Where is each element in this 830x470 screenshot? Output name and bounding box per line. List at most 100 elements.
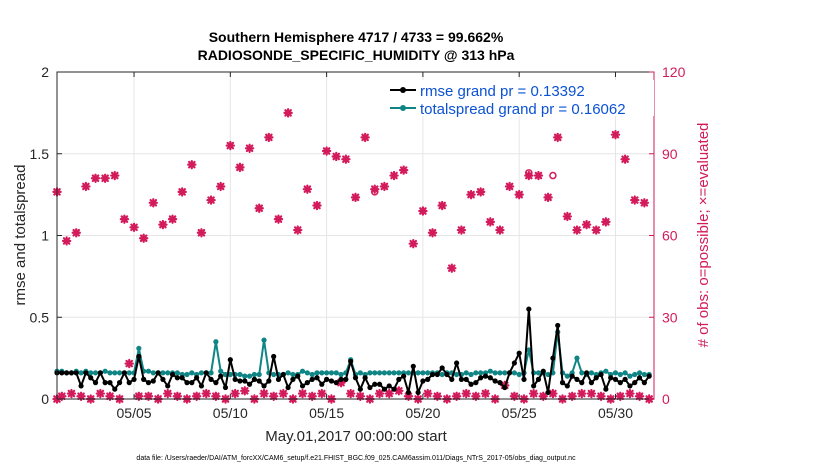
evaluated-obs-low-point xyxy=(345,388,356,399)
evaluated-obs-point-stroke-3 xyxy=(621,155,629,163)
evaluated-obs-point-stroke-3 xyxy=(467,190,475,199)
series-point-rmse xyxy=(468,381,474,387)
evaluated-obs-low-point xyxy=(625,388,635,399)
series-point-totalspread xyxy=(535,370,542,376)
y-axis-right: 0 30 60 90 120 xyxy=(649,64,686,407)
evaluated-obs-low-point-stroke-3 xyxy=(67,389,76,398)
series-point-totalspread xyxy=(439,371,445,378)
series-point-totalspread xyxy=(189,370,195,376)
evaluated-obs-low-point-stroke-3 xyxy=(539,392,548,401)
evaluated-obs-low-point xyxy=(480,388,491,399)
evaluated-obs-point-stroke-3 xyxy=(168,215,177,223)
evaluated-obs-point xyxy=(148,198,158,208)
evaluated-obs-low-point-stroke-3 xyxy=(308,392,316,401)
series-point-rmse xyxy=(218,373,224,379)
evaluated-obs-point xyxy=(466,189,476,200)
series-point-rmse xyxy=(473,380,479,386)
evaluated-obs-point-stroke-3 xyxy=(399,166,408,174)
series-point-totalspread xyxy=(622,370,628,376)
evaluated-obs-low-point xyxy=(423,388,433,399)
series-point-rmse xyxy=(88,375,94,381)
evaluated-obs-point xyxy=(90,173,101,183)
series-point-rmse xyxy=(189,380,195,386)
evaluated-obs-point xyxy=(321,146,332,156)
series-point-rmse xyxy=(405,389,412,396)
evaluated-obs-low-point-stroke-3 xyxy=(626,389,634,398)
series-point-rmse xyxy=(555,322,561,329)
series-point-rmse xyxy=(646,373,652,379)
series-point-rmse xyxy=(208,376,214,382)
series-lines xyxy=(54,306,652,396)
series-point-totalspread xyxy=(386,370,392,376)
evaluated-obs-low-point xyxy=(201,388,211,399)
footer-data-file: data file: /Users/raeder/DAI/ATM_forcXX/… xyxy=(136,455,576,462)
series-point-rmse xyxy=(290,376,296,382)
series-point-totalspread xyxy=(381,370,387,376)
series-point-rmse xyxy=(165,383,171,389)
evaluated-obs-point xyxy=(610,129,621,140)
series-point-rmse xyxy=(155,370,161,376)
series-point-totalspread xyxy=(502,370,508,376)
series-point-totalspread xyxy=(473,370,479,376)
x-axis: 05/05 05/10 05/15 05/20 05/25 05/30 xyxy=(117,72,633,421)
evaluated-obs-point-stroke-3 xyxy=(178,188,186,196)
evaluated-obs-point xyxy=(119,214,130,224)
evaluated-obs-point-stroke-3 xyxy=(303,185,312,193)
series-point-rmse xyxy=(632,380,638,386)
evaluated-obs-point xyxy=(601,217,611,227)
series-point-rmse xyxy=(160,376,166,382)
series-point-rmse xyxy=(184,380,190,386)
evaluated-obs-low-point xyxy=(124,358,134,369)
series-point-totalspread xyxy=(641,371,647,378)
series-point-rmse xyxy=(559,380,566,386)
evaluated-obs-point xyxy=(177,187,187,197)
evaluated-obs-low-point-stroke-3 xyxy=(549,389,557,398)
evaluated-obs-point xyxy=(167,214,178,224)
series-point-rmse xyxy=(396,376,402,382)
series-point-rmse xyxy=(593,375,599,381)
evaluated-obs-point-stroke-3 xyxy=(120,215,129,223)
series-point-rmse xyxy=(535,376,542,382)
evaluated-obs-low-point-stroke-3 xyxy=(472,392,480,401)
evaluated-obs-low-point-stroke-3 xyxy=(192,392,201,401)
evaluated-obs-point-stroke-3 xyxy=(130,223,138,232)
series-point-totalspread xyxy=(160,370,166,376)
series-point-rmse xyxy=(372,381,378,387)
series-point-rmse xyxy=(295,373,301,379)
series-point-rmse xyxy=(309,376,315,382)
series-point-rmse xyxy=(415,389,421,396)
series-point-rmse xyxy=(429,371,436,378)
y-tick-label: 2 xyxy=(41,64,49,80)
series-point-totalspread xyxy=(174,370,180,376)
evaluated-obs-point xyxy=(447,263,457,273)
series-point-rmse xyxy=(497,380,503,386)
evaluated-obs-point-stroke-3 xyxy=(149,199,158,207)
evaluated-obs-point xyxy=(350,192,361,203)
evaluated-obs-point xyxy=(389,170,399,181)
series-point-totalspread xyxy=(487,368,493,374)
series-point-totalspread xyxy=(372,370,378,376)
evaluated-obs-point xyxy=(187,159,197,170)
evaluated-obs-low-point-stroke-3 xyxy=(452,392,461,401)
series-point-rmse xyxy=(487,375,493,381)
series-point-totalspread xyxy=(333,370,339,376)
series-point-totalspread xyxy=(357,370,363,376)
series-point-totalspread xyxy=(237,371,243,378)
evaluated-obs-low-point xyxy=(259,388,269,399)
series-point-totalspread xyxy=(165,370,171,376)
series-point-totalspread xyxy=(526,347,532,353)
series-point-rmse xyxy=(569,373,575,379)
series-point-rmse xyxy=(266,378,272,384)
evaluated-obs-point xyxy=(302,184,313,194)
series-point-rmse xyxy=(78,383,84,389)
series-point-rmse xyxy=(449,376,455,382)
evaluated-obs-low-point-stroke-3 xyxy=(212,392,220,401)
series-point-totalspread xyxy=(497,370,503,376)
series-point-rmse xyxy=(612,376,619,382)
evaluated-obs-point xyxy=(639,198,650,208)
series-point-rmse xyxy=(367,384,373,391)
evaluated-obs-point-stroke-3 xyxy=(457,226,466,234)
series-point-rmse xyxy=(376,381,383,387)
series-point-rmse xyxy=(280,371,286,378)
series-point-totalspread xyxy=(367,370,373,376)
